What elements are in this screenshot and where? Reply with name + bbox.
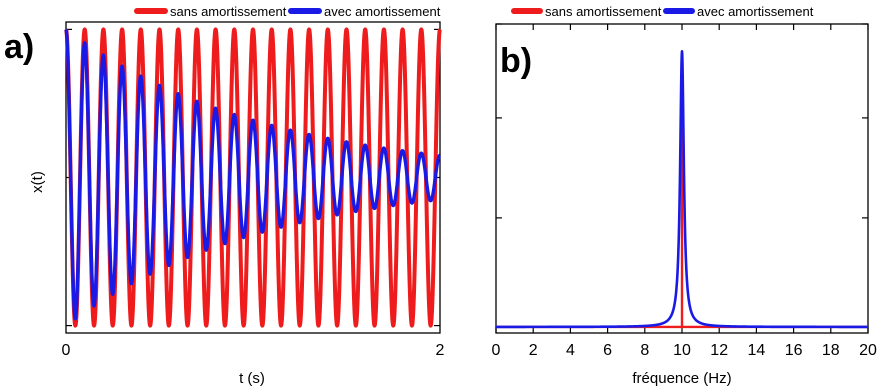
x-tick-label-b: 12	[710, 342, 728, 359]
x-axis-label-a: t (s)	[239, 370, 265, 387]
series-line-b-sans	[496, 99, 868, 329]
x-tick-label-a: 0	[62, 342, 71, 359]
legend-a-label-sans: sans amortissement	[170, 4, 287, 19]
x-tick-label-b: 16	[785, 342, 803, 359]
series-line-b-avec	[494, 49, 870, 329]
legend-a: sans amortissement avec amortissement	[134, 4, 441, 19]
x-tick-label-b: 20	[859, 342, 877, 359]
legend-b-label-avec: avec amortissement	[697, 4, 814, 19]
x-axis-label-b: fréquence (Hz)	[632, 370, 731, 387]
x-tick-label-b: 6	[603, 342, 612, 359]
x-tick-label-b: 0	[492, 342, 501, 359]
x-tick-label-b: 18	[822, 342, 840, 359]
y-axis-label-a: x(t)	[29, 171, 46, 193]
x-tick-label-a: 2	[436, 342, 445, 359]
panel-label-b: b)	[500, 42, 533, 80]
legend-a-label-avec: avec amortissement	[324, 4, 441, 19]
x-tick-label-b: 4	[566, 342, 575, 359]
panel-label-a: a)	[4, 28, 35, 66]
x-tick-label-b: 2	[529, 342, 538, 359]
plot-area-b: 0 2 4 6 8 10 12 14 16 18 20	[492, 23, 877, 359]
x-tick-label-b: 14	[748, 342, 766, 359]
x-tick-label-b: 10	[673, 342, 691, 359]
x-tick-label-b: 8	[640, 342, 649, 359]
legend-b-label-sans: sans amortissement	[545, 4, 662, 19]
panel-b-spectrum: sans amortissement avec amortissement 0 2…	[492, 4, 877, 387]
series-line-a-avec	[64, 28, 442, 321]
legend-b: sans amortissement avec amortissement	[511, 4, 814, 19]
